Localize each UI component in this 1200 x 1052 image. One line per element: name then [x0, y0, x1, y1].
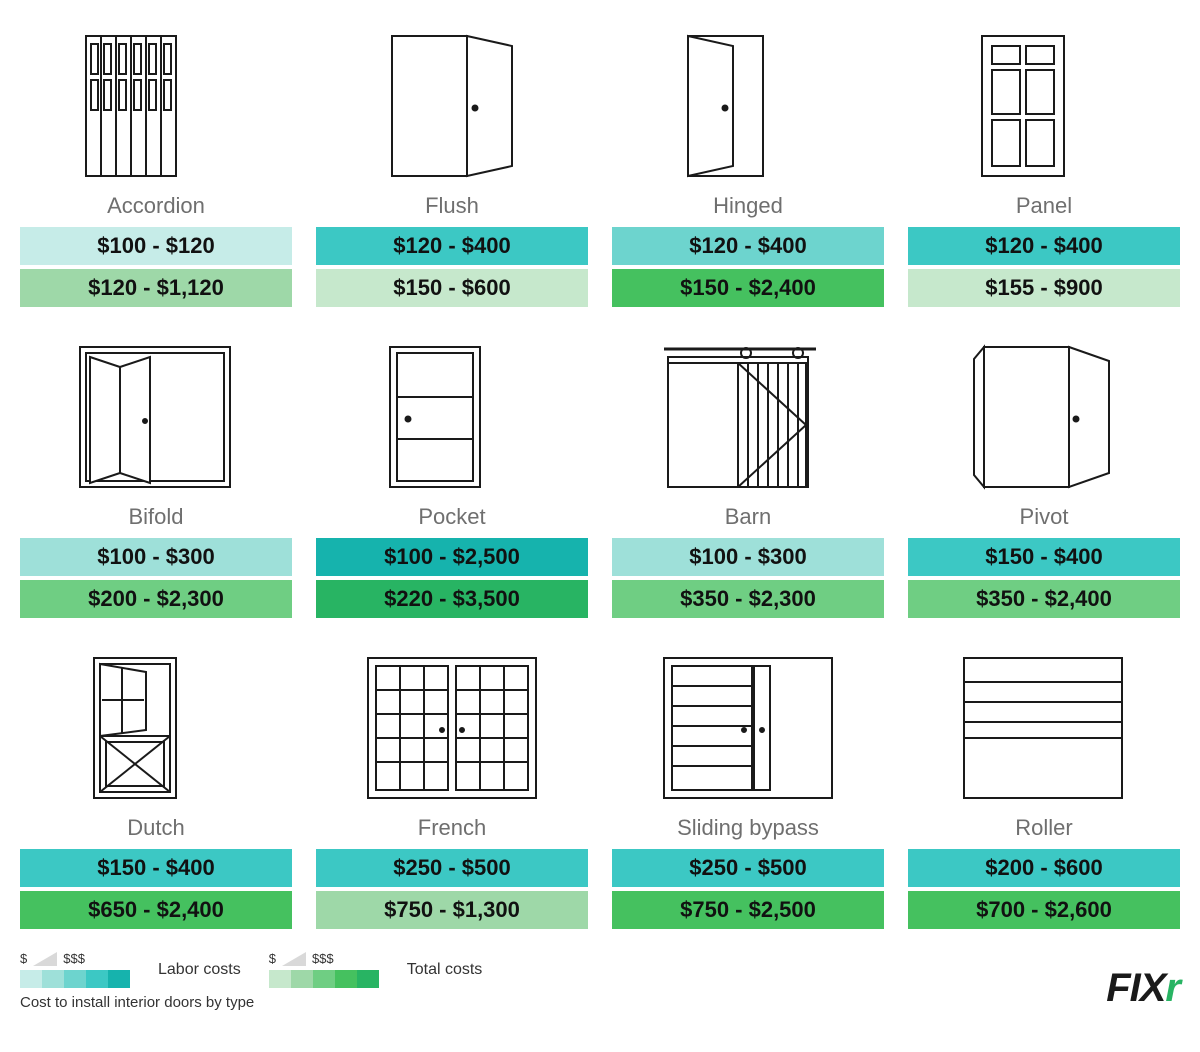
- scale-low-symbol: $: [20, 951, 27, 966]
- labor-cost-bar: $100 - $2,500: [316, 538, 588, 576]
- french-door-icon: [316, 640, 588, 805]
- total-cost-bar: $150 - $600: [316, 269, 588, 307]
- labor-cost-bar: $250 - $500: [316, 849, 588, 887]
- total-cost-bar: $150 - $2,400: [612, 269, 884, 307]
- door-title: Flush: [425, 193, 479, 219]
- accordion-door-icon: [20, 18, 292, 183]
- total-cost-bar: $155 - $900: [908, 269, 1180, 307]
- door-cell: Accordion $100 - $120 $120 - $1,120: [20, 18, 292, 311]
- dutch-door-icon: [20, 640, 292, 805]
- scale-low-symbol: $: [269, 951, 276, 966]
- bifold-door-icon: [20, 329, 292, 494]
- door-cell: Pivot $150 - $400 $350 - $2,400: [908, 329, 1180, 622]
- door-title: Bifold: [128, 504, 183, 530]
- door-cell: Hinged $120 - $400 $150 - $2,400: [612, 18, 884, 311]
- labor-cost-bar: $120 - $400: [908, 227, 1180, 265]
- total-cost-bar: $350 - $2,300: [612, 580, 884, 618]
- door-cell: Dutch $150 - $400 $650 - $2,400: [20, 640, 292, 933]
- total-cost-bar: $200 - $2,300: [20, 580, 292, 618]
- door-grid: Accordion $100 - $120 $120 - $1,120 Flush $1…: [20, 18, 1180, 933]
- total-cost-bar: $750 - $2,500: [612, 891, 884, 929]
- door-title: Dutch: [127, 815, 184, 841]
- pivot-door-icon: [908, 329, 1180, 494]
- labor-cost-bar: $100 - $300: [20, 538, 292, 576]
- caption: Cost to install interior doors by type: [20, 994, 482, 1011]
- scale-high-symbol: $$$: [312, 951, 334, 966]
- total-cost-bar: $120 - $1,120: [20, 269, 292, 307]
- door-title: Sliding bypass: [677, 815, 819, 841]
- door-cell: Roller $200 - $600 $700 - $2,600: [908, 640, 1180, 933]
- door-title: Hinged: [713, 193, 783, 219]
- door-cell: Pocket $100 - $2,500 $220 - $3,500: [316, 329, 588, 622]
- door-title: Roller: [1015, 815, 1072, 841]
- labor-cost-bar: $120 - $400: [612, 227, 884, 265]
- total-cost-bar: $700 - $2,600: [908, 891, 1180, 929]
- scale-wedge-icon: [33, 952, 57, 966]
- total-cost-bar: $350 - $2,400: [908, 580, 1180, 618]
- footer: $ $$$ Labor costs $ $$$ Total costs Cost…: [20, 937, 1180, 1011]
- door-cell: Flush $120 - $400 $150 - $600: [316, 18, 588, 311]
- scale-high-symbol: $$$: [63, 951, 85, 966]
- total-cost-bar: $650 - $2,400: [20, 891, 292, 929]
- door-title: Accordion: [107, 193, 205, 219]
- labor-cost-bar: $100 - $300: [612, 538, 884, 576]
- labor-cost-bar: $120 - $400: [316, 227, 588, 265]
- sliding-door-icon: [612, 640, 884, 805]
- legend-labor: $ $$$: [20, 951, 130, 988]
- labor-cost-bar: $200 - $600: [908, 849, 1180, 887]
- door-cell: Sliding bypass $250 - $500 $750 - $2,500: [612, 640, 884, 933]
- labor-scale-icon: [20, 970, 130, 988]
- brand-logo: FIXr: [1106, 966, 1180, 1011]
- door-title: Panel: [1016, 193, 1072, 219]
- door-cell: Bifold $100 - $300 $200 - $2,300: [20, 329, 292, 622]
- total-cost-bar: $220 - $3,500: [316, 580, 588, 618]
- labor-cost-bar: $100 - $120: [20, 227, 292, 265]
- door-cell: French $250 - $500 $750 - $1,300: [316, 640, 588, 933]
- flush-door-icon: [316, 18, 588, 183]
- total-cost-bar: $750 - $1,300: [316, 891, 588, 929]
- labor-cost-bar: $150 - $400: [20, 849, 292, 887]
- hinged-door-icon: [612, 18, 884, 183]
- panel-door-icon: [908, 18, 1180, 183]
- total-scale-icon: [269, 970, 379, 988]
- door-cell: Panel $120 - $400 $155 - $900: [908, 18, 1180, 311]
- legend-labor-label: Labor costs: [158, 961, 241, 979]
- barn-door-icon: [612, 329, 884, 494]
- legend-total: $ $$$: [269, 951, 379, 988]
- labor-cost-bar: $150 - $400: [908, 538, 1180, 576]
- roller-door-icon: [908, 640, 1180, 805]
- legend-block: $ $$$ Labor costs $ $$$ Total costs Cost…: [20, 937, 482, 1011]
- door-title: Barn: [725, 504, 771, 530]
- labor-cost-bar: $250 - $500: [612, 849, 884, 887]
- door-title: Pocket: [418, 504, 485, 530]
- door-title: Pivot: [1020, 504, 1069, 530]
- door-title: French: [418, 815, 486, 841]
- legend-total-label: Total costs: [407, 961, 483, 979]
- scale-wedge-icon: [282, 952, 306, 966]
- door-cell: Barn $100 - $300 $350 - $2,300: [612, 329, 884, 622]
- pocket-door-icon: [316, 329, 588, 494]
